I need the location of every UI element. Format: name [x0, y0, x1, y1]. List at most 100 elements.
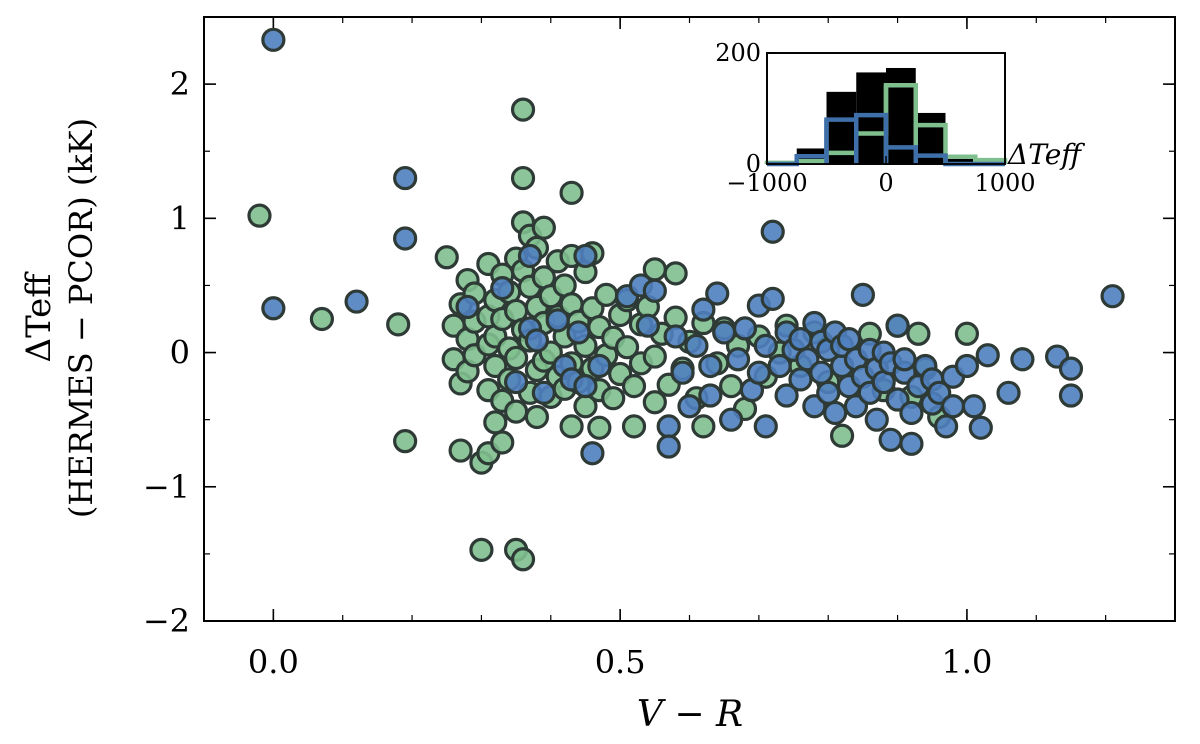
scatter-point-green: [469, 537, 494, 562]
scatter-point-blue: [531, 380, 556, 405]
inset-bar-all: [856, 72, 886, 164]
scatter-point-blue: [393, 226, 418, 251]
scatter-point-blue: [524, 328, 550, 353]
scatter-point-blue: [850, 282, 875, 307]
scatter-point-green: [309, 306, 335, 332]
scatter-point-blue: [760, 219, 785, 244]
scatter-point-blue: [261, 296, 286, 321]
scatter-point-blue: [725, 347, 751, 372]
scatter-point-green: [719, 374, 744, 399]
scatter-point-blue: [712, 320, 737, 345]
scatter-point-blue: [809, 360, 834, 385]
scatter-point-green: [531, 215, 556, 240]
main-y-axis-label-line1: ΔTeff: [19, 271, 59, 363]
scatter-point-blue: [878, 427, 903, 452]
scatter-point-green: [829, 423, 855, 448]
scatter-point-blue: [566, 320, 591, 345]
scatter-point-blue: [1058, 356, 1084, 381]
scatter-point-blue: [635, 313, 660, 338]
inset-y-tick-label: 200: [715, 39, 761, 67]
scatter-point-green: [601, 386, 626, 411]
main-y-tick-label: 0: [170, 334, 190, 372]
scatter-point-green: [559, 180, 584, 205]
scatter-point-green: [510, 165, 536, 191]
scatter-point-green: [524, 404, 550, 430]
scatter-point-blue: [656, 414, 681, 439]
scatter-point-blue: [760, 286, 785, 311]
scatter-point-blue: [899, 400, 924, 426]
scatter-point-green: [490, 430, 515, 455]
inset-bar-all: [945, 155, 976, 164]
scatter-point-blue: [670, 360, 695, 385]
scatter-point-green: [448, 438, 473, 463]
main-y-tick-label: −1: [143, 468, 190, 506]
scatter-point-blue: [455, 294, 480, 320]
scatter-point-blue: [836, 327, 862, 352]
scatter-point-blue: [705, 281, 730, 306]
scatter-point-green: [393, 429, 418, 454]
scatter-point-blue: [934, 414, 959, 439]
main-axis-ticks: 0.0 0.5 1.0 −2 −1 0 1 2: [143, 16, 1176, 681]
scatter-point-blue: [517, 243, 543, 269]
inset-x-tick-label: −1000: [726, 169, 807, 197]
scatter-point-blue: [663, 324, 688, 349]
scatter-point-blue: [698, 353, 723, 379]
scatter-point-green: [504, 399, 529, 424]
scatter-point-blue: [587, 353, 612, 379]
scatter-point-green: [621, 374, 647, 399]
scatter-point-blue: [490, 276, 515, 301]
scatter-point-green: [594, 282, 619, 307]
scatter-point-green: [483, 410, 508, 435]
scatter-point-blue: [545, 308, 570, 333]
main-y-tick-label: −2: [143, 602, 190, 640]
main-x-tick-label: 0.5: [595, 643, 646, 681]
scatter-point-blue: [1100, 284, 1125, 309]
scatter-point-green: [621, 414, 647, 439]
scatter-point-blue: [677, 394, 702, 419]
scatter-point-blue: [1058, 383, 1084, 408]
main-y-tick-label: 2: [170, 65, 190, 103]
main-y-axis-label-line2: (HERMES − PCOR) (kK): [62, 118, 100, 518]
scatter-point-blue: [261, 27, 286, 52]
main-x-axis-label: V − R: [637, 694, 743, 735]
scatter-point-blue: [580, 441, 605, 466]
scatter-point-blue: [656, 434, 681, 459]
inset-x-axis-label: ΔTeff: [1007, 138, 1085, 171]
scatter-point-green: [510, 97, 536, 122]
scatter-point-blue: [642, 278, 667, 303]
scatter-point-blue: [816, 380, 841, 405]
scatter-point-green: [906, 321, 931, 346]
scatter-point-green: [587, 415, 612, 440]
scatter-point-blue: [823, 400, 848, 426]
scatter-point-green: [559, 414, 584, 439]
scatter-point-green: [510, 547, 536, 572]
scatter-point-blue: [393, 165, 418, 191]
scatter-point-blue: [344, 289, 369, 314]
scatter-point-green: [642, 390, 667, 415]
inset-step-blue: [767, 112, 1005, 167]
scatter-point-green: [954, 321, 980, 346]
scatter-point-green: [386, 312, 411, 337]
main-y-tick-label: 1: [170, 199, 190, 237]
main-plot-frame: [203, 16, 1176, 622]
scatter-point-blue: [684, 333, 709, 358]
main-x-tick-label: 1.0: [941, 643, 992, 681]
scatter-point-blue: [774, 383, 799, 408]
scatter-point-green: [434, 245, 459, 270]
inset-y-tick-label: 0: [746, 150, 761, 178]
scatter-point-blue: [892, 347, 917, 372]
inset-x-tick-label: 0: [878, 169, 893, 197]
scatter-point-blue: [788, 367, 813, 392]
scatter-point-blue: [864, 407, 889, 432]
scatter-point-blue: [732, 316, 758, 341]
scatter-point-blue: [975, 343, 1000, 368]
scatter-point-blue: [753, 333, 778, 358]
inset-x-tick-label: 1000: [974, 169, 1035, 197]
scatter-point-green: [247, 203, 272, 228]
scatter-point-blue: [573, 243, 598, 269]
scatter-point-green: [663, 261, 688, 286]
scatter-point-blue: [940, 394, 966, 419]
scatter-point-blue: [753, 414, 778, 439]
